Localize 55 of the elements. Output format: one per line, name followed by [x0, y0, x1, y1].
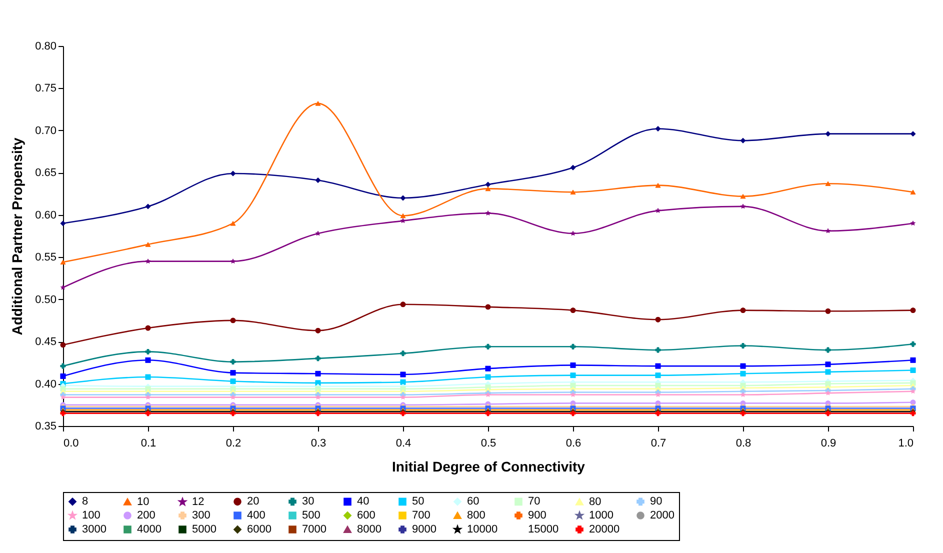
y-tick-label: 0.35 — [35, 420, 56, 432]
legend-label: 400 — [247, 510, 266, 522]
y-tick-label: 0.70 — [35, 124, 56, 137]
legend-label: 12 — [192, 496, 204, 508]
legend-label: 4000 — [137, 524, 162, 536]
y-tick-label: 0.50 — [35, 294, 56, 306]
legend-label: 20 — [247, 496, 260, 508]
y-tick-label: 0.45 — [35, 336, 56, 348]
legend-label: 700 — [412, 510, 430, 522]
legend-label: 300 — [192, 510, 210, 522]
x-tick-label: 0.2 — [226, 438, 242, 450]
legend-label: 30 — [302, 496, 314, 508]
legend-label: 600 — [357, 510, 376, 522]
legend-label: 80 — [589, 496, 602, 508]
legend-label: 6000 — [247, 524, 272, 536]
y-tick-label: 0.60 — [35, 209, 56, 222]
text: 15000 — [528, 524, 559, 536]
legend-label: 40 — [357, 496, 370, 508]
legend-label: 20000 — [589, 524, 620, 536]
x-tick-label: 0.9 — [820, 438, 836, 450]
x-tick-label: 0.3 — [310, 438, 326, 450]
x-tick-label: 0.0 — [64, 438, 79, 450]
x-tick-label: 0.4 — [396, 438, 412, 450]
y-tick-label: 0.40 — [35, 378, 56, 390]
legend-label: 5000 — [192, 524, 216, 536]
legend-label: 70 — [528, 496, 540, 508]
y-tick-label: 0.80 — [35, 40, 56, 52]
y-tick-label: 0.65 — [35, 167, 56, 180]
legend-label: 2000 — [650, 510, 674, 522]
legend-label: 10000 — [467, 524, 498, 536]
legend-label: 900 — [528, 510, 546, 522]
y-tick-label: 0.75 — [35, 82, 56, 95]
legend-label: 50 — [412, 496, 424, 508]
legend-label: 1000 — [589, 510, 614, 522]
x-axis-title: Initial Degree of Connectivity — [392, 458, 586, 474]
legend-label: 9000 — [412, 524, 436, 536]
legend-label: 500 — [302, 510, 320, 522]
x-tick-label: 0.7 — [650, 438, 666, 450]
x-tick-label: 0.5 — [480, 438, 496, 450]
legend-label: 90 — [650, 496, 662, 508]
y-axis-title: Additional Partner Propensity — [9, 137, 26, 336]
legend-label: 10 — [137, 496, 150, 508]
x-tick-label: 1.0 — [898, 438, 914, 450]
x-tick-label: 0.1 — [140, 438, 156, 450]
legend-label: 3000 — [82, 524, 106, 536]
legend-label: 7000 — [302, 524, 326, 536]
legend-label: 8 — [82, 496, 88, 508]
y-tick-label: 0.55 — [35, 252, 56, 264]
x-tick-label: 0.6 — [566, 438, 582, 450]
legend-label: 200 — [137, 510, 156, 522]
legend-label: 60 — [467, 496, 480, 508]
legend-label: 100 — [82, 510, 100, 522]
legend-label: 8000 — [357, 524, 382, 536]
legend-label: 800 — [467, 510, 486, 522]
x-tick-label: 0.8 — [736, 438, 752, 450]
